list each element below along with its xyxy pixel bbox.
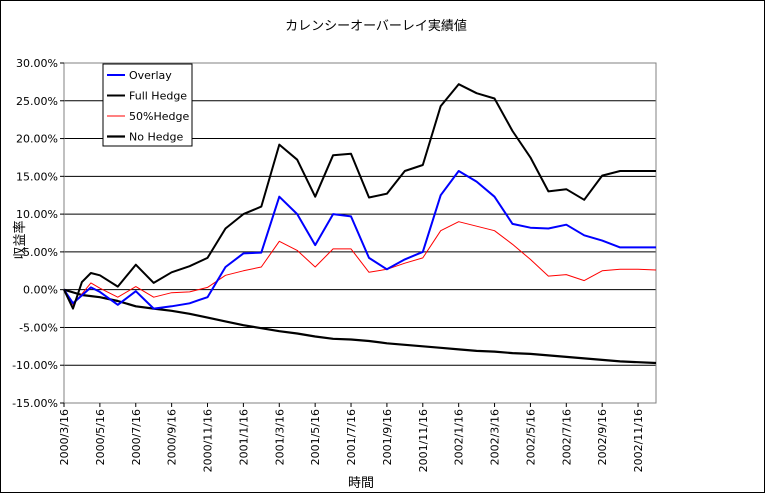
x-tick-label: 2001/5/16 [309,409,322,465]
y-tick-label: 30.00% [16,57,58,70]
y-tick-label: 25.00% [16,95,58,108]
series-line-50-hedge [63,221,657,306]
x-tick-label: 2002/7/16 [560,409,573,465]
x-tick-label: 2002/9/16 [596,409,609,465]
x-axis-ticks: 2000/3/16 2000/5/16 2000/7/16 2000/9/16 2000… [58,403,645,472]
legend-label-full-hedge: Full Hedge [129,90,187,103]
legend-label-50-hedge: 50%Hedge [129,110,189,123]
x-tick-label: 2001/11/16 [417,409,430,472]
x-tick-label: 2000/7/16 [130,409,143,465]
y-tick-label: 5.00% [23,246,58,259]
y-tick-label: 20.00% [16,133,58,146]
x-tick-label: 2002/3/16 [489,409,502,465]
x-tick-label: 2002/11/16 [632,409,645,472]
x-tick-label: 2002/1/16 [453,409,466,465]
x-tick-label: 2001/1/16 [237,409,250,465]
series-lines [63,83,657,365]
y-tick-label: 15.00% [16,170,58,183]
x-tick-label: 2001/3/16 [273,409,286,465]
y-tick-label: -10.00% [12,359,58,372]
x-tick-label: 2001/7/16 [345,409,358,465]
series-line-no-hedge [63,288,657,365]
x-tick-label: 2000/11/16 [202,409,215,472]
y-axis-ticks: 30.00% 25.00% 20.00% 15.00% 10.00% 5.00% 0.00%… [12,57,64,410]
x-tick-label: 2000/9/16 [166,409,179,465]
legend: Overlay Full Hedge 50%Hedge No Hedge [102,63,193,147]
x-tick-label: 2000/3/16 [58,409,71,465]
x-tick-label: 2001/9/16 [381,409,394,465]
x-tick-label: 2002/5/16 [524,409,537,465]
y-tick-label: -5.00% [19,321,58,334]
x-axis-label: 時間 [348,476,374,491]
legend-box [102,63,193,147]
x-tick-label: 2000/5/16 [94,409,107,465]
chart-title: カレンシーオーバーレイ実績値 [285,18,467,34]
y-tick-label: 0.00% [23,284,58,297]
legend-label-overlay: Overlay [129,69,172,82]
series-line-full-hedge [63,83,656,310]
plot-area [63,62,657,404]
series-line-overlay [63,170,656,310]
y-axis-label: 収益率 [12,220,28,259]
y-tick-label: -15.00% [12,397,58,410]
legend-label-no-hedge: No Hedge [129,131,183,144]
y-tick-label: 10.00% [16,208,58,221]
